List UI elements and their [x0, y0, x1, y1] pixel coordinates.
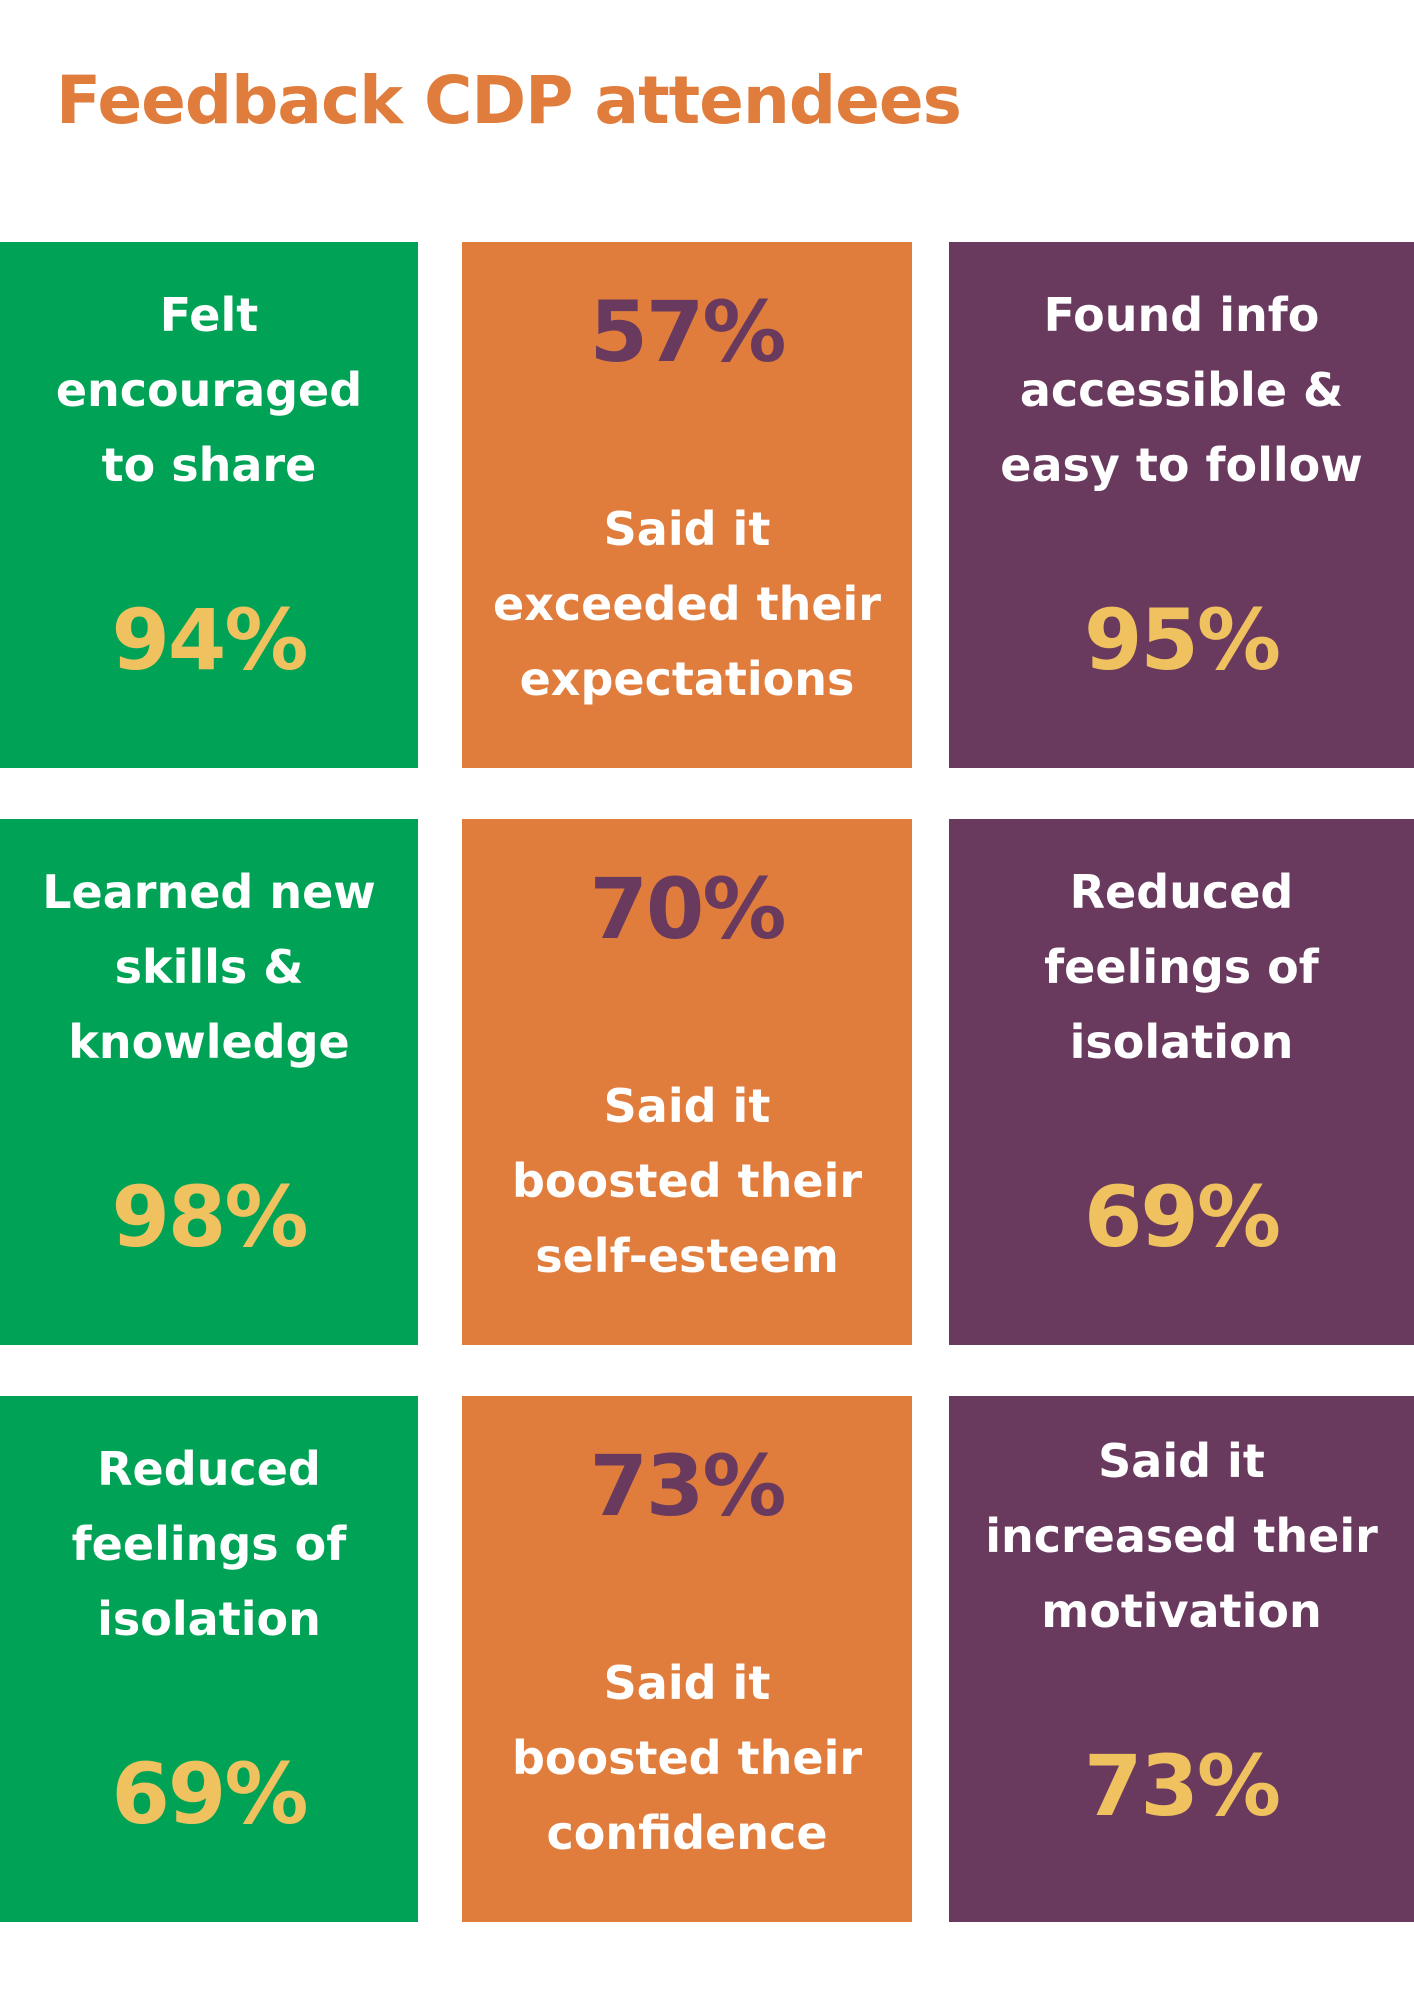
stat-tile-boosted-self-esteem: 70% Said it boosted their self-esteem	[462, 819, 912, 1345]
stat-tile-boosted-confidence: 73% Said it boosted their confidence	[462, 1396, 912, 1922]
stat-value: 69%	[1083, 1168, 1281, 1266]
stat-label: Found info accessible & easy to follow	[949, 278, 1414, 503]
stat-label: Said it increased their motivation	[949, 1424, 1414, 1649]
stat-tile-reduced-isolation: Reduced feelings of isolation 69%	[949, 819, 1414, 1345]
stat-label: Said it exceeded their expectations	[462, 492, 912, 717]
stat-label-line: easy to follow	[1000, 438, 1363, 492]
stat-label-line: confidence	[546, 1806, 828, 1860]
stat-label-line: Learned new	[42, 865, 376, 919]
stat-label-line: Said it	[1098, 1434, 1265, 1488]
stat-label-line: isolation	[1069, 1015, 1294, 1069]
stat-value: 69%	[111, 1745, 308, 1843]
stat-label-line: knowledge	[68, 1015, 350, 1069]
stat-label-line: Reduced	[1069, 865, 1294, 919]
stat-value: 98%	[111, 1168, 308, 1266]
stat-label-line: feelings of	[71, 1517, 347, 1571]
stat-value: 57%	[589, 283, 786, 381]
stat-label-line: encouraged	[55, 363, 363, 417]
page-title: Feedback CDP attendees	[56, 62, 962, 139]
stat-label-line: Found info	[1043, 288, 1320, 342]
stat-label: Said it boosted their self-esteem	[462, 1069, 912, 1294]
stat-value: 73%	[589, 1437, 786, 1535]
stat-label-line: isolation	[97, 1592, 321, 1646]
stat-label: Felt encouraged to share	[0, 278, 418, 503]
stat-label-line: Felt	[159, 288, 259, 342]
stat-tile-encouraged-to-share: Felt encouraged to share 94%	[0, 242, 418, 768]
stat-tile-reduced-isolation: Reduced feelings of isolation 69%	[0, 1396, 418, 1922]
stat-tile-exceeded-expectations: 57% Said it exceeded their expectations	[462, 242, 912, 768]
stat-label-line: self-esteem	[535, 1229, 839, 1283]
stat-label-line: expectations	[519, 652, 855, 706]
stat-label-line: to share	[101, 438, 317, 492]
stat-label-line: exceeded their	[493, 577, 881, 631]
stat-label-line: boosted their	[511, 1154, 863, 1208]
stat-value: 95%	[1083, 591, 1281, 689]
stat-value: 70%	[589, 860, 786, 958]
stat-label-line: Said it	[603, 1656, 771, 1710]
stat-label-line: accessible &	[1019, 363, 1344, 417]
stat-label: Reduced feelings of isolation	[0, 1432, 418, 1657]
stat-label-line: Said it	[603, 1079, 771, 1133]
stat-label-line: motivation	[1041, 1584, 1322, 1638]
stat-value: 94%	[111, 591, 308, 689]
stat-tile-info-accessible: Found info accessible & easy to follow 9…	[949, 242, 1414, 768]
stat-label-line: Said it	[603, 502, 771, 556]
stat-label-line: Reduced	[97, 1442, 321, 1496]
stat-tile-learned-skills: Learned new skills & knowledge 98%	[0, 819, 418, 1345]
stat-tile-increased-motivation: Said it increased their motivation 73%	[949, 1396, 1414, 1922]
stat-label: Learned new skills & knowledge	[0, 855, 418, 1080]
stat-label: Said it boosted their confidence	[462, 1646, 912, 1871]
stat-label-line: increased their	[985, 1509, 1378, 1563]
stat-label-line: boosted their	[511, 1731, 863, 1785]
stat-label: Reduced feelings of isolation	[949, 855, 1414, 1080]
stat-value: 73%	[1083, 1737, 1281, 1835]
stat-label-line: feelings of	[1044, 940, 1319, 994]
stat-label-line: skills &	[114, 940, 304, 994]
